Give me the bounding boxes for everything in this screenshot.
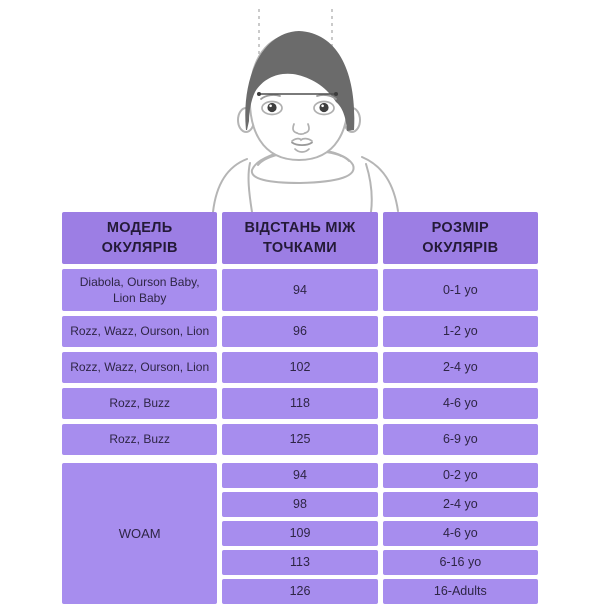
- table-cell-size: 6-16 yo: [382, 550, 538, 575]
- right-eye: [313, 100, 335, 116]
- table-cell-size: 1-2 yo: [382, 316, 538, 347]
- table-cell-model: Diabola, Ourson Baby, Lion Baby: [62, 269, 218, 311]
- table-cell-size: 0-1 yo: [382, 269, 538, 311]
- nose-base: [296, 132, 306, 135]
- left-iris: [267, 102, 277, 113]
- upper-lip: [291, 137, 313, 142]
- measure-dot-left: [257, 92, 261, 96]
- size-table-main-section: МОДЕЛЬ ОКУЛЯРІВ ВІДСТАНЬ МІЖ ТОЧКАМИ РОЗ…: [62, 212, 538, 455]
- table-cell-distance: 126: [222, 579, 378, 604]
- table-cell-size: 6-9 yo: [382, 424, 538, 455]
- glasses-size-table: МОДЕЛЬ ОКУЛЯРІВ ВІДСТАНЬ МІЖ ТОЧКАМИ РОЗ…: [62, 212, 538, 604]
- header-cell-distance: ВІДСТАНЬ МІЖ ТОЧКАМИ: [222, 212, 378, 264]
- table-cell-woam-model: WOAM: [62, 463, 218, 604]
- table-cell-distance: 98: [222, 492, 378, 517]
- left-shoulder-outline: [212, 158, 248, 212]
- size-table-woam-section: WOAM 94 0-2 yo 98 2-4 yo 109 4-6 yo 113 …: [62, 463, 538, 604]
- right-eye-highlight: [321, 104, 324, 108]
- mouth-seam: [291, 141, 313, 147]
- table-cell-size: 16-Adults: [382, 579, 538, 604]
- header-cell-size: РОЗМІР ОКУЛЯРІВ: [382, 212, 538, 264]
- nose-right: [304, 123, 310, 134]
- right-shoulder-outline: [361, 156, 399, 212]
- table-cell-model: Rozz, Buzz: [62, 388, 218, 419]
- table-cell-distance: 94: [222, 463, 378, 488]
- header-cell-model: МОДЕЛЬ ОКУЛЯРІВ: [62, 212, 218, 264]
- table-cell-size: 4-6 yo: [382, 388, 538, 419]
- right-sleeve-seam: [365, 163, 373, 212]
- table-cell-size: 0-2 yo: [382, 463, 538, 488]
- table-cell-distance: 94: [222, 269, 378, 311]
- table-cell-size: 2-4 yo: [382, 492, 538, 517]
- hair: [245, 31, 355, 131]
- left-eye: [261, 100, 283, 116]
- table-cell-distance: 125: [222, 424, 378, 455]
- table-cell-model: Rozz, Wazz, Ourson, Lion: [62, 316, 218, 347]
- measure-dot-right: [334, 92, 338, 96]
- table-cell-model: Rozz, Buzz: [62, 424, 218, 455]
- baby-head-illustration: [212, 9, 399, 212]
- table-cell-distance: 96: [222, 316, 378, 347]
- right-eyebrow: [316, 94, 337, 100]
- table-cell-size: 4-6 yo: [382, 521, 538, 546]
- table-cell-distance: 102: [222, 352, 378, 383]
- table-cell-model: Rozz, Wazz, Ourson, Lion: [62, 352, 218, 383]
- table-cell-distance: 118: [222, 388, 378, 419]
- nose-left: [292, 123, 298, 134]
- left-eyebrow: [260, 94, 281, 100]
- right-iris: [319, 102, 329, 113]
- table-cell-distance: 113: [222, 550, 378, 575]
- left-eye-highlight: [269, 104, 272, 108]
- lower-lip: [294, 148, 310, 153]
- table-cell-distance: 109: [222, 521, 378, 546]
- left-sleeve-seam: [247, 162, 253, 212]
- table-cell-size: 2-4 yo: [382, 352, 538, 383]
